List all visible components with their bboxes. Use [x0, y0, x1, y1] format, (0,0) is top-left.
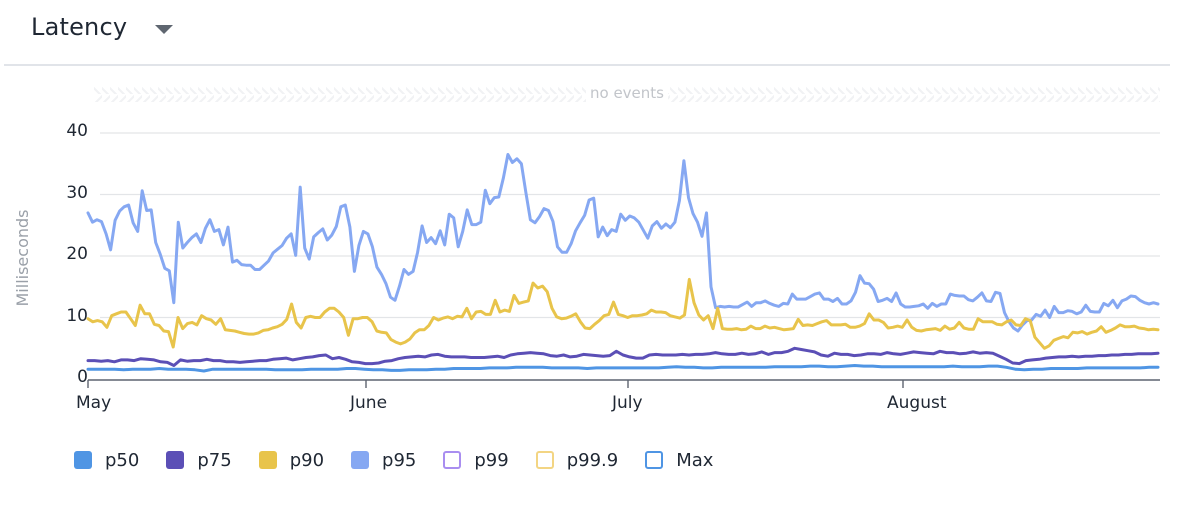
- y-tick-label: 20: [66, 244, 88, 264]
- legend-label: p90: [289, 449, 325, 471]
- series-lines: [86, 153, 1160, 373]
- panel-header: Latency: [0, 0, 1178, 64]
- filled-square-icon: [74, 451, 92, 469]
- chart-legend: p50 p75 p90 p95 p99 p99.9 Max: [74, 446, 740, 474]
- y-tick-label: 0: [77, 367, 88, 387]
- legend-label: Max: [676, 449, 714, 471]
- events-band: no events: [94, 84, 1160, 102]
- y-tick-label: 10: [66, 305, 88, 326]
- legend-label: p99: [474, 449, 509, 471]
- header-divider: [4, 64, 1170, 66]
- x-axis: [87, 379, 1160, 388]
- series-line-p50[interactable]: [86, 364, 1160, 373]
- y-tick-label: 30: [66, 182, 88, 203]
- legend-label: p95: [382, 449, 417, 471]
- legend-label: p50: [105, 449, 140, 471]
- events-label: no events: [586, 84, 668, 102]
- panel-title[interactable]: Latency: [31, 13, 128, 41]
- legend-item-p50[interactable]: p50: [74, 450, 139, 471]
- empty-square-icon: [535, 451, 554, 469]
- legend-item-p75[interactable]: p75: [166, 449, 232, 471]
- legend-label: p99.9: [566, 449, 619, 471]
- x-tick-label: July: [612, 393, 643, 413]
- caret-down-icon[interactable]: [155, 25, 173, 34]
- empty-square-icon: [443, 451, 462, 469]
- filled-square-icon: [351, 451, 370, 469]
- x-tick-label: May: [76, 393, 112, 413]
- legend-item-p99[interactable]: p99: [443, 449, 509, 471]
- filled-square-icon: [258, 451, 277, 469]
- legend-item-p95[interactable]: p95: [351, 450, 416, 471]
- empty-square-icon: [645, 451, 664, 469]
- x-tick-label: August: [887, 393, 947, 413]
- series-line-p95[interactable]: [86, 153, 1160, 333]
- legend-label: p75: [197, 449, 232, 471]
- filled-square-icon: [166, 451, 185, 469]
- x-tick-label: June: [350, 393, 388, 413]
- grid-lines: [100, 132, 1160, 319]
- legend-item-p90[interactable]: p90: [258, 449, 325, 471]
- legend-item-max[interactable]: Max: [645, 450, 713, 471]
- series-line-p75[interactable]: [86, 346, 1160, 367]
- y-tick-label: 40: [66, 121, 88, 141]
- series-line-p90[interactable]: [86, 277, 1160, 350]
- legend-item-p99-9[interactable]: p99.9: [535, 449, 619, 471]
